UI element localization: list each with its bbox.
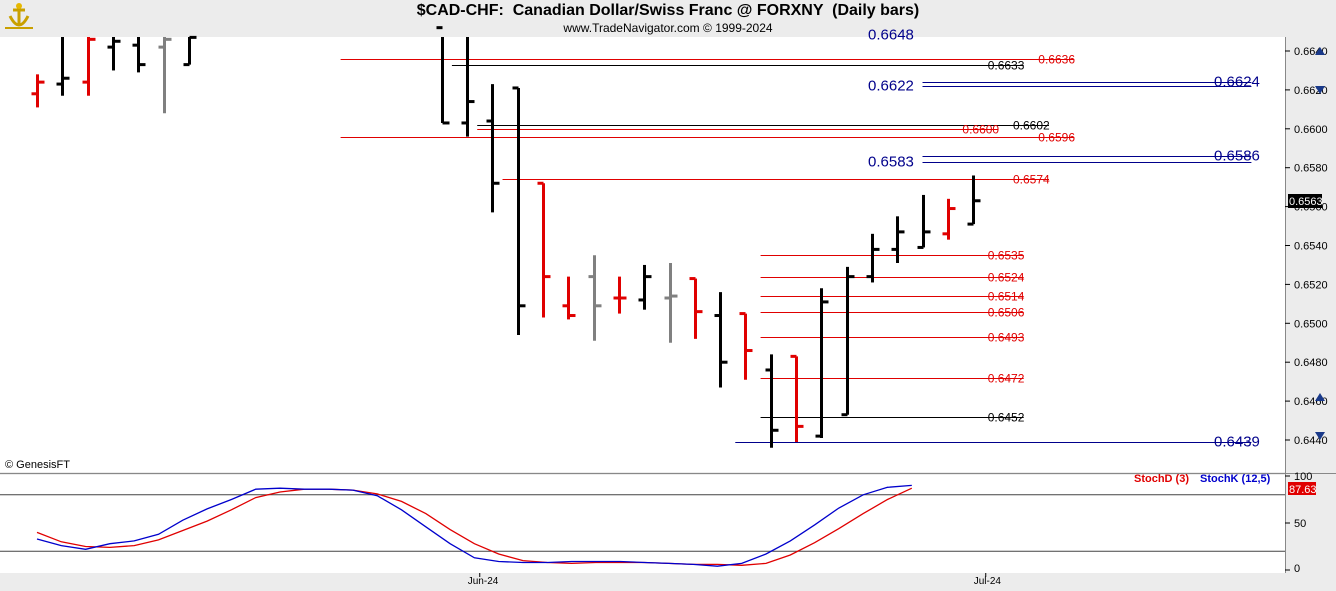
ohlc-bar — [82, 37, 96, 96]
scroll-down-icon[interactable] — [1315, 86, 1325, 94]
ohlc-bar — [841, 266, 855, 417]
ohlc-bar — [866, 233, 880, 283]
level-label: 0.6524 — [988, 271, 1025, 285]
stoch-axis-label: 0 — [1294, 563, 1300, 575]
level-label: 0.6624 — [1214, 74, 1260, 91]
stoch-series-line — [36, 484, 912, 567]
ohlc-bar — [132, 37, 146, 73]
x-axis-label: Jun-24 — [468, 576, 499, 587]
price-axis-label: 0.6600 — [1294, 124, 1328, 136]
ohlc-bar — [790, 354, 804, 442]
trade-navigator-logo-icon — [5, 3, 33, 29]
stochastic-panel — [0, 475, 1285, 573]
ohlc-bar — [942, 198, 956, 240]
ohlc-bar — [664, 263, 678, 343]
chart-title: $CAD-CHF: Canadian Dollar/Swiss Franc @ … — [416, 2, 920, 19]
level-label: 0.6648 — [868, 27, 914, 44]
ohlc-bar — [31, 74, 45, 108]
price-panel — [0, 37, 1285, 472]
price-axis-label: 0.6480 — [1294, 357, 1328, 369]
scroll-up-icon[interactable] — [1315, 393, 1325, 401]
price-axis-label: 0.6520 — [1294, 279, 1328, 291]
level-label: 0.6439 — [1214, 434, 1260, 451]
stoch-last-value-label: 87.63 — [1289, 484, 1317, 496]
stoch-axis-label: 50 — [1294, 518, 1306, 530]
level-label: 0.6535 — [988, 249, 1025, 263]
ohlc-bar — [537, 181, 551, 318]
level-label: 0.6600 — [962, 123, 999, 137]
ohlc-bar — [436, 26, 450, 125]
chart-subtitle: www.TradeNavigator.com © 1999-2024 — [563, 21, 773, 35]
ohlc-bar — [613, 276, 627, 314]
stoch-last-value-tag — [1288, 482, 1316, 495]
ohlc-bar — [765, 354, 779, 448]
ohlc-bar — [714, 292, 728, 388]
ohlc-bar — [638, 264, 652, 310]
level-label: 0.6583 — [868, 154, 914, 171]
price-axis — [1287, 37, 1336, 472]
ohlc-bar — [739, 312, 753, 380]
price-axis-label: 0.6540 — [1294, 241, 1328, 253]
level-label: 0.6633 — [988, 59, 1025, 73]
ohlc-bar — [107, 37, 121, 71]
ohlc-bar — [512, 86, 526, 335]
ohlc-bar — [183, 35, 197, 67]
last-price-tag — [1288, 194, 1322, 208]
level-label: 0.6472 — [988, 372, 1025, 386]
ohlc-bar — [486, 84, 500, 213]
ohlc-bar — [689, 277, 703, 339]
ohlc-bar — [917, 194, 931, 249]
price-axis-label: 0.6500 — [1294, 318, 1328, 330]
level-label: 0.6493 — [988, 331, 1025, 345]
x-axis-label: Jul-24 — [974, 576, 1002, 587]
stoch-k-legend: StochK (12,5) — [1200, 473, 1271, 485]
level-label: 0.6586 — [1214, 148, 1260, 165]
stoch-axis-label: 100 — [1294, 471, 1312, 483]
ohlc-bar — [967, 175, 981, 226]
level-label: 0.6622 — [868, 78, 914, 95]
ohlc-bar — [461, 37, 475, 137]
ohlc-bar — [158, 37, 172, 114]
stoch-series-line — [36, 487, 913, 566]
level-label: 0.6596 — [1038, 131, 1075, 145]
last-price-label: 0.6563 — [1289, 196, 1323, 208]
watermark: © GenesisFT — [5, 459, 70, 471]
level-label: 0.6514 — [988, 290, 1025, 304]
stoch-d-legend: StochD (3) — [1134, 473, 1189, 485]
ohlc-bar — [891, 216, 905, 264]
ohlc-bar — [815, 288, 829, 439]
level-label: 0.6636 — [1038, 53, 1075, 67]
price-axis-label: 0.6580 — [1294, 163, 1328, 175]
chart-header: $CAD-CHF: Canadian Dollar/Swiss Franc @ … — [0, 0, 1336, 37]
ohlc-bar — [588, 255, 602, 341]
level-label: 0.6452 — [988, 411, 1025, 425]
level-label: 0.6602 — [1013, 119, 1050, 133]
ohlc-bar — [562, 276, 576, 320]
level-label: 0.6574 — [1013, 173, 1050, 187]
scroll-down-icon[interactable] — [1315, 432, 1325, 440]
ohlc-bar — [56, 37, 70, 96]
price-axis-label: 0.6440 — [1294, 435, 1328, 447]
level-label: 0.6506 — [988, 306, 1025, 320]
scroll-up-icon[interactable] — [1315, 47, 1325, 55]
